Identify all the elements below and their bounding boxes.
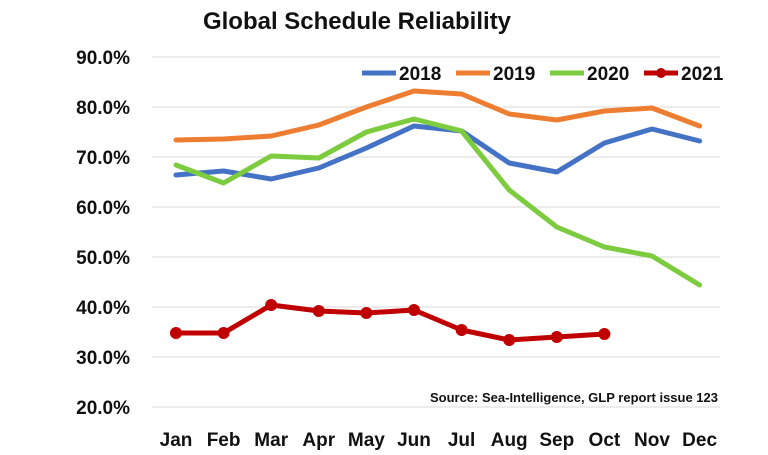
data-point-2021	[598, 328, 611, 340]
x-tick-label: Jul	[448, 430, 475, 450]
x-tick-label: May	[348, 430, 385, 450]
source-annotation: Source: Sea-Intelligence, GLP report iss…	[430, 390, 718, 405]
y-tick-label: 60.0%	[76, 198, 130, 219]
x-tick-label: Jun	[397, 430, 431, 450]
x-tick-label: Aug	[491, 430, 528, 450]
y-tick-label: 90.0%	[76, 48, 130, 69]
data-point-2021	[217, 327, 230, 339]
x-tick-label: Nov	[634, 430, 670, 450]
x-tick-label: Mar	[254, 430, 288, 450]
legend-marker-2021	[656, 68, 666, 78]
y-tick-label: 30.0%	[76, 348, 130, 369]
x-tick-label: Oct	[589, 430, 621, 450]
x-tick-label: Apr	[302, 430, 335, 450]
x-tick-label: Sep	[539, 430, 574, 450]
data-point-2021	[408, 304, 420, 316]
legend-label: 2020	[587, 64, 629, 85]
series-line-2018	[173, 123, 703, 182]
data-point-2021	[170, 327, 182, 339]
data-point-2021	[312, 305, 325, 317]
data-point-2021	[503, 334, 516, 346]
series-line-2021	[173, 302, 607, 343]
y-tick-label: 40.0%	[76, 298, 130, 319]
legend-label: 2018	[399, 64, 441, 85]
series-line-2020	[173, 116, 703, 288]
series-line-2019	[173, 88, 703, 143]
chart-title: Global Schedule Reliability	[203, 8, 512, 35]
y-tick-label: 50.0%	[76, 248, 130, 269]
legend-label: 2019	[493, 64, 535, 85]
data-point-2021	[455, 324, 468, 336]
data-point-2021	[550, 331, 563, 343]
y-tick-label: 20.0%	[76, 398, 130, 419]
x-tick-label: Jan	[160, 430, 193, 450]
x-tick-label: Dec	[682, 430, 717, 450]
data-point-2021	[265, 299, 278, 311]
x-tick-label: Feb	[207, 430, 241, 450]
y-tick-label: 70.0%	[76, 148, 130, 169]
legend-label: 2021	[681, 64, 724, 85]
y-tick-label: 80.0%	[76, 98, 130, 119]
data-point-2021	[360, 307, 373, 319]
